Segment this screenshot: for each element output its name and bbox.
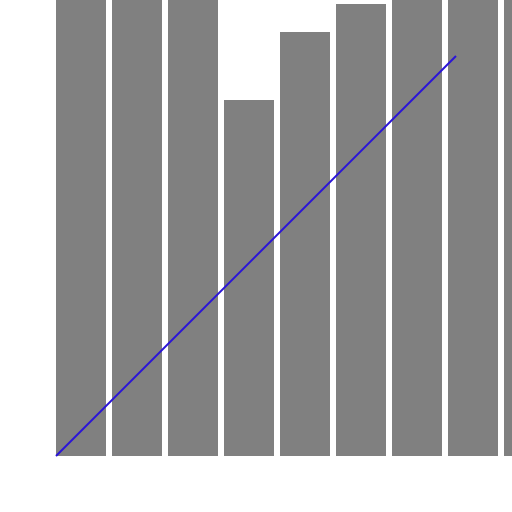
bar [392, 0, 442, 456]
bar [56, 0, 106, 456]
bar [504, 0, 512, 456]
bar [112, 0, 162, 456]
line [55, 55, 457, 457]
bar [448, 0, 498, 456]
bar [224, 100, 274, 456]
bar [168, 0, 218, 456]
bar [280, 32, 330, 456]
bar [336, 4, 386, 456]
